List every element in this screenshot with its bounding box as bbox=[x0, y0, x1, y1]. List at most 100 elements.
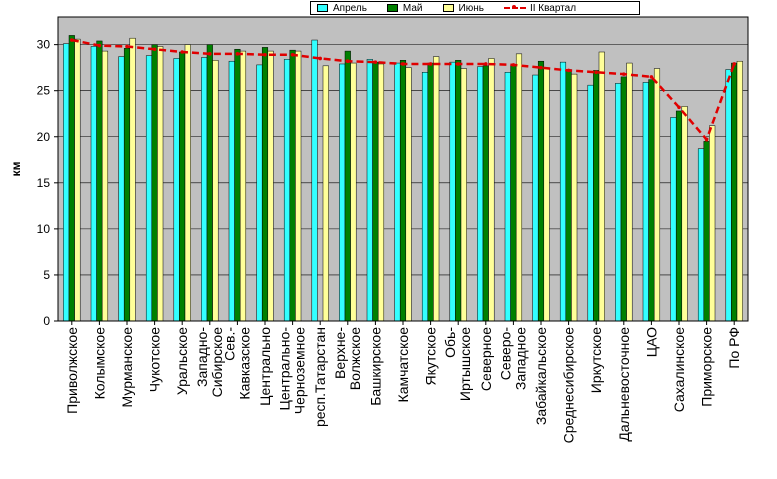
bar bbox=[725, 69, 732, 322]
x-tick-label-line: Мурманское bbox=[119, 327, 135, 408]
bar bbox=[96, 40, 103, 322]
legend-item-april: Апрель bbox=[317, 3, 367, 14]
x-tick-label-line: Центрально bbox=[257, 327, 273, 406]
bar bbox=[587, 84, 594, 322]
x-tick-label-line: Уральское bbox=[174, 327, 190, 395]
bar bbox=[405, 67, 412, 322]
bar bbox=[234, 48, 241, 322]
x-tick-label-line: Верхне- bbox=[332, 327, 348, 379]
line-point bbox=[125, 44, 129, 49]
x-tick-label-line: Иркутское bbox=[588, 327, 604, 393]
x-tick-label-line: Иртышское bbox=[457, 327, 473, 401]
bar bbox=[736, 60, 743, 322]
x-tick-label: Сев.-Кавказское bbox=[221, 327, 252, 400]
x-tick-label-line: Северное bbox=[478, 327, 494, 391]
x-tick-label-line: ЦАО bbox=[643, 327, 659, 357]
bar bbox=[593, 70, 600, 322]
bar bbox=[311, 39, 318, 322]
line-point bbox=[677, 105, 681, 110]
legend-item-june: Июнь bbox=[442, 3, 484, 14]
y-tick-label: 25 bbox=[37, 84, 51, 98]
legend-line-quarter bbox=[503, 5, 526, 9]
x-tick-label-line: Дальневосточное bbox=[616, 327, 632, 442]
x-tick-label-line: Черноземное bbox=[292, 327, 308, 414]
bar bbox=[642, 82, 649, 322]
y-axis: 0 5 10 15 20 25 30 bbox=[37, 38, 58, 328]
y-tick-label: 15 bbox=[37, 176, 51, 190]
x-tick-label: Северо-Западное bbox=[497, 327, 528, 390]
bar bbox=[537, 60, 545, 322]
line-point bbox=[208, 52, 212, 56]
x-tick-label-line: Якутское bbox=[423, 327, 439, 386]
line-point bbox=[346, 59, 350, 64]
x-axis: Приволжское Колымское Мурманское Чукотское У… bbox=[58, 320, 748, 444]
bar bbox=[366, 59, 373, 322]
line-point bbox=[704, 137, 709, 142]
bar bbox=[123, 48, 131, 322]
legend-swatch-may bbox=[386, 4, 398, 12]
x-tick-label-line: Забайкальское bbox=[533, 327, 549, 425]
x-tick-label: ЦАО bbox=[643, 327, 659, 357]
x-tick-label: Среднесибирское bbox=[561, 327, 577, 444]
line-point bbox=[401, 62, 405, 66]
x-tick-label-line: Центрально- bbox=[277, 327, 293, 411]
x-tick-label: Колымское bbox=[91, 327, 107, 400]
line-point bbox=[97, 43, 102, 48]
quarter-line-group bbox=[70, 38, 736, 142]
x-tick-label: Северное bbox=[478, 327, 494, 391]
bar bbox=[449, 61, 456, 322]
bar bbox=[289, 49, 296, 322]
x-tick-label-line: Сахалинское bbox=[671, 327, 687, 412]
line-point bbox=[373, 60, 378, 64]
bar bbox=[151, 44, 158, 322]
x-tick-label-line: Западно- bbox=[194, 327, 210, 387]
line-point bbox=[732, 62, 736, 66]
bar bbox=[256, 64, 263, 322]
legend-swatch-april bbox=[317, 4, 328, 12]
x-tick-label: Верхне-Волжское bbox=[332, 327, 363, 391]
bar bbox=[201, 57, 208, 322]
bar bbox=[394, 62, 401, 322]
bar bbox=[565, 69, 572, 322]
bar bbox=[697, 148, 705, 322]
x-tick-label-line: Сев.- bbox=[221, 327, 237, 361]
bar bbox=[626, 62, 633, 322]
line-point bbox=[511, 63, 516, 67]
x-tick-label: респ.Татарстан bbox=[312, 327, 328, 427]
line-point bbox=[152, 47, 157, 52]
y-axis-label: км bbox=[9, 161, 23, 176]
x-tick-label-line: Колымское bbox=[91, 327, 107, 400]
x-tick-label-line: Северо- bbox=[497, 327, 513, 381]
legend-label-quarter: II Квартал bbox=[529, 2, 577, 14]
legend-item-may: Май bbox=[386, 3, 423, 14]
line-point bbox=[180, 50, 184, 54]
bar bbox=[267, 50, 274, 322]
x-tick-label: Западно-Сибирское bbox=[194, 327, 225, 398]
x-tick-label: Обь-Иртышское bbox=[442, 327, 473, 401]
bar bbox=[543, 67, 550, 322]
bar bbox=[427, 62, 434, 322]
x-tick-label-line: Кавказское bbox=[236, 327, 252, 400]
bar bbox=[681, 106, 688, 322]
x-tick-label-line: Приморское bbox=[699, 327, 715, 407]
line-point bbox=[622, 72, 626, 76]
bar bbox=[731, 62, 738, 322]
line-point bbox=[235, 52, 240, 56]
bar bbox=[455, 60, 462, 322]
line-point bbox=[290, 52, 295, 57]
x-tick-label: Дальневосточное bbox=[616, 327, 632, 442]
x-tick-label: Камчатское bbox=[395, 327, 411, 403]
x-tick-label: Приволжское bbox=[64, 327, 80, 414]
bar bbox=[571, 73, 578, 322]
bar bbox=[350, 62, 357, 322]
line-point bbox=[539, 65, 543, 70]
bar bbox=[239, 50, 247, 322]
line-point bbox=[263, 52, 267, 57]
bar bbox=[63, 43, 70, 322]
bar bbox=[184, 44, 191, 322]
legend: Апрель Май Июнь II Квартал bbox=[310, 1, 640, 15]
bar bbox=[559, 61, 567, 322]
x-tick-label-line: Башкирское bbox=[367, 327, 383, 406]
bar bbox=[515, 53, 523, 322]
